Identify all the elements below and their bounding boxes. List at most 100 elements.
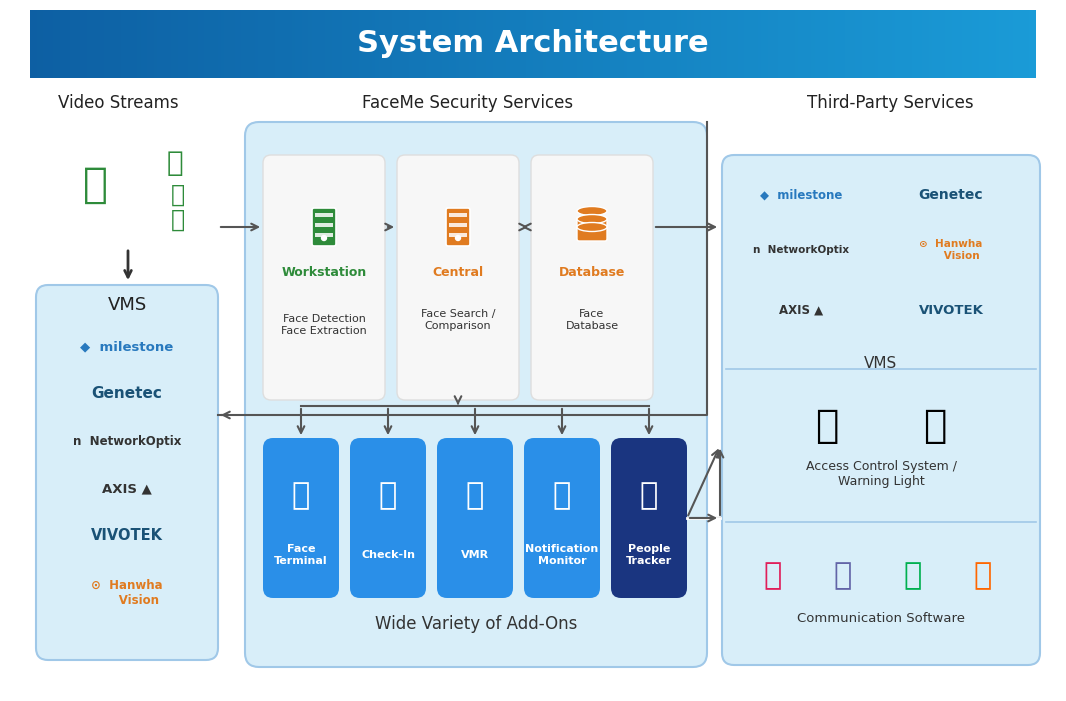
Bar: [794, 10, 798, 78]
Bar: [849, 10, 852, 78]
Bar: [252, 10, 255, 78]
Bar: [892, 10, 895, 78]
Bar: [117, 10, 122, 78]
Bar: [258, 10, 262, 78]
Bar: [369, 10, 372, 78]
Bar: [774, 10, 778, 78]
Bar: [155, 10, 158, 78]
Bar: [480, 10, 483, 78]
Bar: [831, 10, 836, 78]
Bar: [87, 10, 91, 78]
Bar: [205, 10, 208, 78]
Bar: [211, 10, 215, 78]
Bar: [150, 10, 155, 78]
Bar: [295, 10, 298, 78]
Ellipse shape: [577, 222, 607, 231]
Bar: [999, 10, 1003, 78]
Bar: [285, 10, 289, 78]
Bar: [788, 10, 792, 78]
Bar: [419, 10, 423, 78]
Bar: [44, 10, 47, 78]
Bar: [111, 10, 114, 78]
Bar: [288, 10, 292, 78]
Bar: [875, 10, 878, 78]
Bar: [425, 10, 430, 78]
Ellipse shape: [577, 207, 607, 215]
Bar: [94, 10, 98, 78]
Bar: [103, 10, 108, 78]
Text: Notification
Monitor: Notification Monitor: [526, 544, 599, 566]
Bar: [244, 10, 248, 78]
Bar: [319, 10, 322, 78]
Bar: [724, 10, 728, 78]
Bar: [778, 10, 781, 78]
Bar: [439, 10, 443, 78]
Text: Check-In: Check-In: [361, 550, 415, 560]
Bar: [405, 10, 409, 78]
Bar: [755, 10, 758, 78]
Bar: [221, 10, 225, 78]
Bar: [882, 10, 886, 78]
FancyBboxPatch shape: [36, 285, 219, 660]
Bar: [1002, 10, 1006, 78]
Bar: [261, 10, 265, 78]
Bar: [67, 10, 70, 78]
Bar: [442, 10, 447, 78]
Bar: [503, 10, 506, 78]
Bar: [399, 10, 403, 78]
Bar: [935, 10, 939, 78]
Bar: [164, 10, 168, 78]
Bar: [744, 10, 748, 78]
Bar: [264, 10, 269, 78]
Bar: [158, 10, 161, 78]
Bar: [963, 10, 966, 78]
Bar: [624, 10, 628, 78]
Bar: [466, 10, 470, 78]
Bar: [928, 10, 933, 78]
Bar: [553, 10, 556, 78]
Bar: [939, 10, 942, 78]
Text: 🚨: 🚨: [923, 407, 947, 444]
Bar: [275, 10, 278, 78]
Bar: [908, 10, 912, 78]
Bar: [667, 10, 671, 78]
Bar: [416, 10, 420, 78]
Bar: [916, 10, 919, 78]
Bar: [959, 10, 963, 78]
Bar: [721, 10, 725, 78]
Bar: [808, 10, 812, 78]
Text: 🖥: 🖥: [553, 481, 571, 510]
Bar: [429, 10, 433, 78]
Bar: [899, 10, 902, 78]
Bar: [456, 10, 459, 78]
Bar: [878, 10, 883, 78]
Bar: [208, 10, 211, 78]
Bar: [761, 10, 765, 78]
Bar: [191, 10, 195, 78]
Bar: [764, 10, 769, 78]
Bar: [979, 10, 983, 78]
Bar: [107, 10, 111, 78]
Bar: [492, 10, 497, 78]
Bar: [201, 10, 205, 78]
Bar: [500, 10, 503, 78]
Bar: [869, 10, 872, 78]
Bar: [305, 10, 309, 78]
Bar: [822, 10, 825, 78]
Bar: [543, 10, 547, 78]
Bar: [657, 10, 661, 78]
Bar: [138, 10, 141, 78]
Bar: [519, 10, 523, 78]
Text: Wide Variety of Add-Ons: Wide Variety of Add-Ons: [375, 615, 577, 633]
Bar: [835, 10, 839, 78]
Bar: [747, 10, 752, 78]
Text: Database: Database: [559, 266, 625, 280]
Circle shape: [322, 236, 326, 240]
Bar: [942, 10, 946, 78]
Bar: [922, 10, 926, 78]
Bar: [566, 10, 570, 78]
Text: FaceMe Security Services: FaceMe Security Services: [362, 94, 574, 112]
Text: n  NetworkOptix: n NetworkOptix: [72, 435, 181, 447]
Bar: [74, 10, 78, 78]
Bar: [597, 10, 600, 78]
